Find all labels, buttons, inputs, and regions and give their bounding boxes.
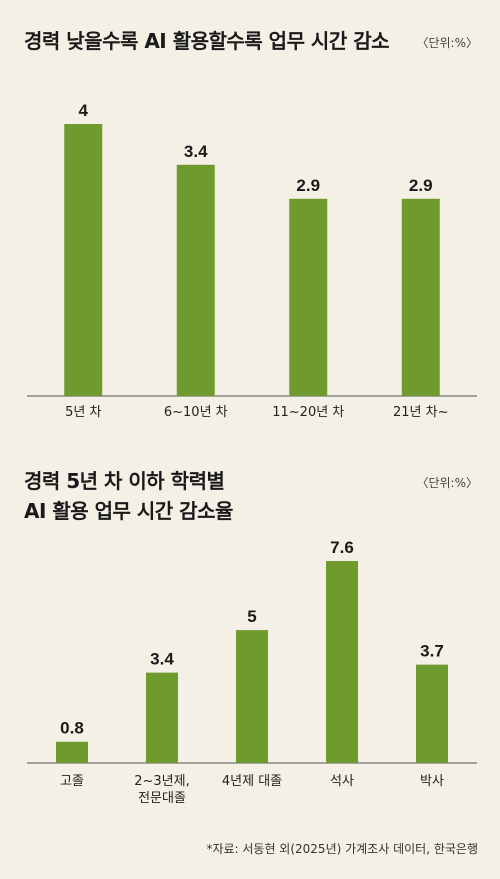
chart1-title: 경력 낮을수록 AI 활용할수록 업무 시간 감소 — [24, 29, 390, 53]
chart2-bar-1 — [146, 672, 178, 763]
chart2-title-line2: AI 활용 업무 시간 감소율 — [24, 499, 233, 523]
chart2-bar-2 — [236, 630, 268, 763]
chart2-tick-label-3: 석사 — [330, 774, 354, 789]
chart2-tick-label-4: 박사 — [420, 774, 444, 789]
chart1-tick-label-0: 5년 차 — [65, 405, 101, 420]
chart1-bar-2 — [289, 198, 328, 396]
chart1-value-label-0: 4 — [79, 101, 89, 120]
chart1-unit: 〈단위:%〉 — [416, 36, 478, 50]
chart2-value-label-0: 0.8 — [60, 719, 84, 738]
chart1-bar-0 — [64, 124, 103, 396]
chart2-title-line1: 경력 5년 차 이하 학력별 — [24, 469, 225, 493]
chart1-tick-label-2: 11~20년 차 — [272, 405, 344, 420]
chart2-value-label-1: 3.4 — [150, 650, 174, 669]
chart2-bar-3 — [326, 561, 358, 763]
chart2-tick-label-1-0: 2~3년제, — [134, 774, 190, 789]
chart2-plot: 0.8 고졸 3.4 2~3년제, 전문대졸 5 4년제 대졸 7.6 석사 3.7 박사 — [27, 538, 477, 806]
chart1-plot: 4 5년 차 3.4 6~10년 차 2.9 11~20년 차 2.9 21년 차~ — [27, 101, 477, 420]
chart1-tick-label-1: 6~10년 차 — [164, 405, 228, 420]
chart2-tick-label-1-1: 전문대졸 — [138, 791, 186, 806]
chart1-bar-3 — [401, 198, 440, 396]
chart1-value-label-1: 3.4 — [184, 142, 208, 161]
chart2-unit: 〈단위:%〉 — [416, 476, 478, 490]
chart1-value-label-2: 2.9 — [296, 176, 320, 195]
chart1-tick-label-3: 21년 차~ — [393, 405, 449, 420]
chart2-value-label-2: 5 — [247, 607, 256, 626]
chart1-value-label-3: 2.9 — [409, 176, 433, 195]
chart2-value-label-4: 3.7 — [420, 642, 444, 661]
chart2-tick-label-0: 고졸 — [60, 774, 84, 789]
chart2-bar-0 — [56, 741, 88, 763]
chart2-value-label-3: 7.6 — [330, 538, 354, 557]
chart2-bar-4 — [416, 664, 448, 763]
chart1-bar-1 — [176, 164, 215, 396]
chart2-tick-label-2: 4년제 대졸 — [222, 774, 282, 789]
source-note: *자료: 서동현 외(2025년) 가계조사 데이터, 한국은행 — [206, 842, 478, 856]
